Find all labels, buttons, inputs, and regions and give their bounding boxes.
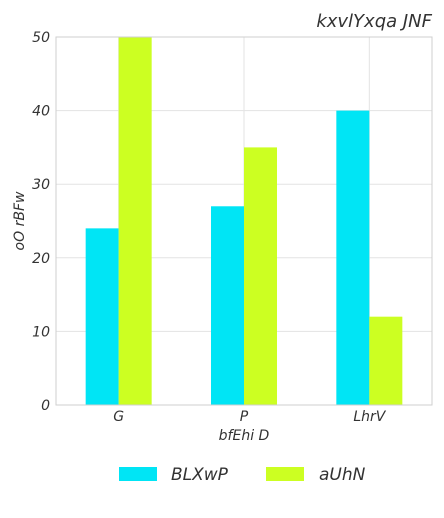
legend-label: aUhN <box>319 465 366 485</box>
y-tick-label: 10 <box>32 324 50 340</box>
legend-label: BLXwP <box>171 465 229 485</box>
bar-aUhN-P <box>244 147 277 405</box>
bar-aUhN-LhrV <box>369 317 402 405</box>
x-tick-label: LhrV <box>353 409 386 425</box>
y-tick-label: 40 <box>32 104 50 120</box>
bar-BLXwP-G <box>86 228 119 405</box>
chart-title: kxvlYxqa JNF <box>316 11 432 32</box>
y-tick-label: 0 <box>41 398 50 414</box>
legend-swatch <box>119 467 157 481</box>
x-axis-label: bfEhi D <box>219 428 270 444</box>
y-axis-label: oO rBFw <box>12 191 28 250</box>
x-axis-ticks: G P LhrV <box>113 409 387 425</box>
y-tick-label: 30 <box>32 177 50 193</box>
y-tick-label: 50 <box>32 30 50 46</box>
bar-aUhN-G <box>119 37 152 405</box>
legend-swatch <box>266 467 304 481</box>
bar-BLXwP-LhrV <box>336 111 369 405</box>
bar-BLXwP-P <box>211 206 244 405</box>
x-tick-label: P <box>240 409 249 425</box>
x-tick-label: G <box>113 409 124 425</box>
y-tick-label: 20 <box>32 251 50 267</box>
legend: BLXwP aUhN <box>119 465 366 485</box>
y-axis-ticks: 0 10 20 30 40 50 <box>32 30 50 414</box>
